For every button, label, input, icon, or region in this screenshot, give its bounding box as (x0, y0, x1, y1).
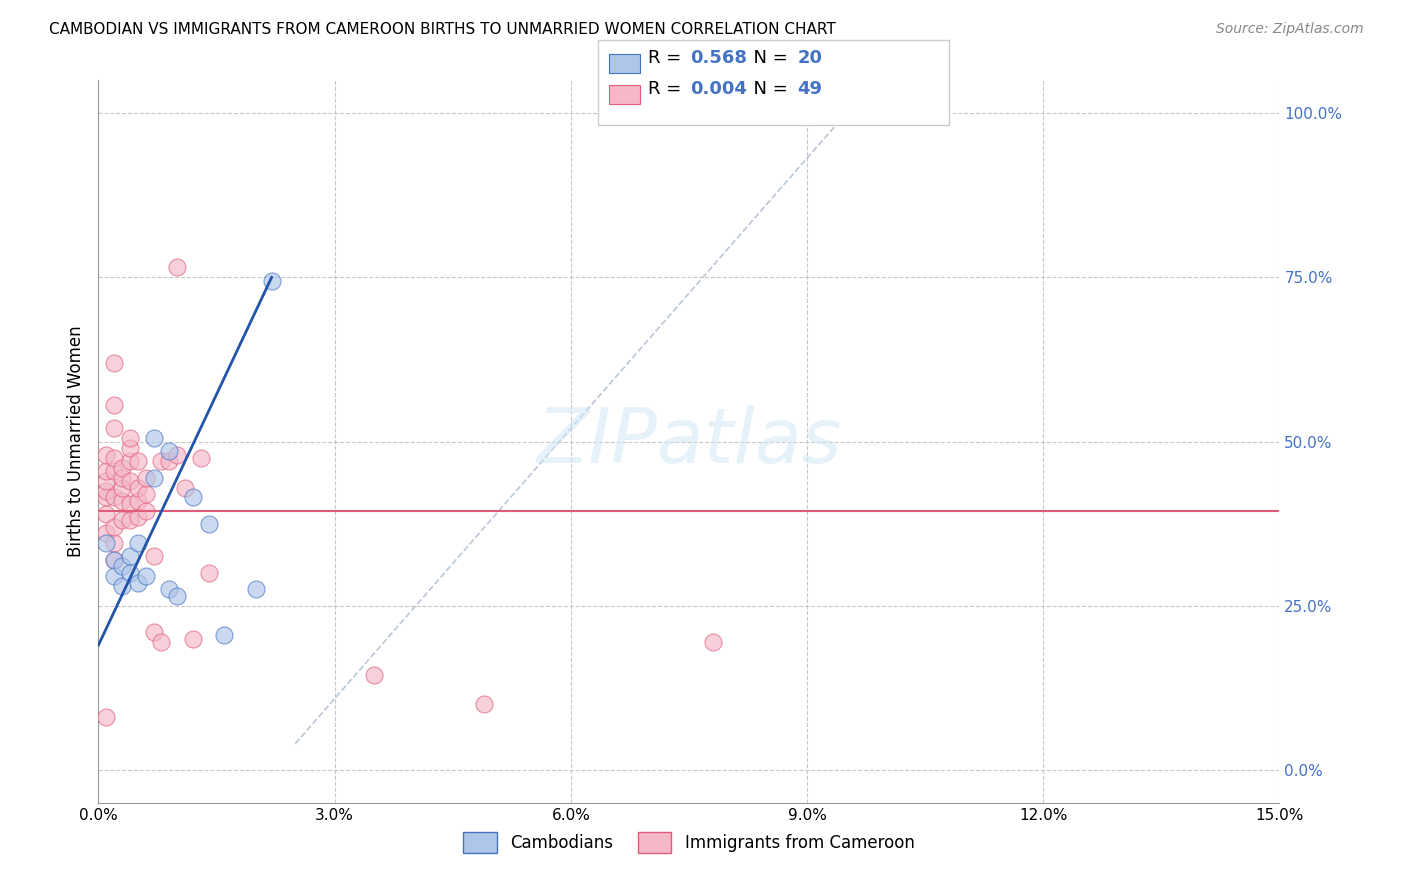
Point (127, 536, 149, 550)
Point (118, 454, 141, 468)
Text: ZIPatlas: ZIPatlas (536, 405, 842, 478)
Point (127, 454, 149, 468)
Point (702, 635, 724, 649)
Point (96, 710, 118, 724)
Text: 49: 49 (797, 80, 823, 98)
Text: CAMBODIAN VS IMMIGRANTS FROM CAMEROON BIRTHS TO UNMARRIED WOMEN CORRELATION CHAR: CAMBODIAN VS IMMIGRANTS FROM CAMEROON BI… (49, 22, 837, 37)
Point (111, 460, 134, 475)
Point (111, 559, 134, 574)
Point (214, 628, 236, 642)
Text: N =: N = (742, 80, 794, 98)
Point (166, 589, 188, 603)
Point (103, 520, 125, 534)
Point (157, 582, 180, 597)
Point (111, 493, 134, 508)
Point (118, 497, 141, 511)
Point (103, 398, 125, 412)
Point (127, 481, 149, 495)
Point (127, 493, 149, 508)
Point (96, 464, 118, 478)
Point (157, 444, 180, 458)
Point (142, 471, 165, 485)
Point (96, 483, 118, 498)
Point (103, 421, 125, 435)
Point (135, 487, 157, 501)
Point (103, 464, 125, 478)
Point (127, 510, 149, 524)
Point (96, 448, 118, 462)
Text: R =: R = (648, 49, 688, 67)
Point (103, 553, 125, 567)
Text: N =: N = (742, 49, 794, 67)
Point (111, 471, 134, 485)
Point (142, 431, 165, 445)
Point (103, 569, 125, 583)
Legend: Cambodians, Immigrants from Cameroon: Cambodians, Immigrants from Cameroon (457, 826, 921, 860)
Point (103, 356, 125, 370)
Text: 0.004: 0.004 (690, 80, 747, 98)
Point (111, 481, 134, 495)
Point (150, 454, 173, 468)
Point (142, 549, 165, 564)
Point (96, 474, 118, 488)
Point (118, 441, 141, 455)
Point (166, 448, 188, 462)
Point (166, 260, 188, 275)
Point (181, 491, 204, 505)
Point (118, 513, 141, 527)
Point (472, 698, 495, 712)
Point (103, 536, 125, 550)
Point (118, 549, 141, 564)
Point (103, 491, 125, 505)
Point (96, 526, 118, 541)
Point (260, 274, 283, 288)
Point (111, 513, 134, 527)
Point (174, 481, 197, 495)
Point (190, 450, 212, 465)
Text: R =: R = (648, 80, 688, 98)
Text: 20: 20 (797, 49, 823, 67)
Y-axis label: Births to Unmarried Women: Births to Unmarried Women (66, 326, 84, 558)
Point (135, 503, 157, 517)
Point (150, 635, 173, 649)
Point (157, 454, 180, 468)
Text: 0.568: 0.568 (690, 49, 748, 67)
Point (111, 579, 134, 593)
Point (96, 491, 118, 505)
Point (118, 474, 141, 488)
Text: Source: ZipAtlas.com: Source: ZipAtlas.com (1216, 22, 1364, 37)
Point (245, 582, 267, 597)
Point (181, 632, 204, 646)
Point (135, 569, 157, 583)
Point (197, 566, 219, 580)
Point (103, 553, 125, 567)
Point (363, 667, 385, 681)
Point (197, 516, 219, 531)
Point (96, 536, 118, 550)
Point (96, 507, 118, 521)
Point (127, 575, 149, 590)
Point (142, 625, 165, 640)
Point (103, 450, 125, 465)
Point (118, 566, 141, 580)
Point (118, 431, 141, 445)
Point (135, 471, 157, 485)
